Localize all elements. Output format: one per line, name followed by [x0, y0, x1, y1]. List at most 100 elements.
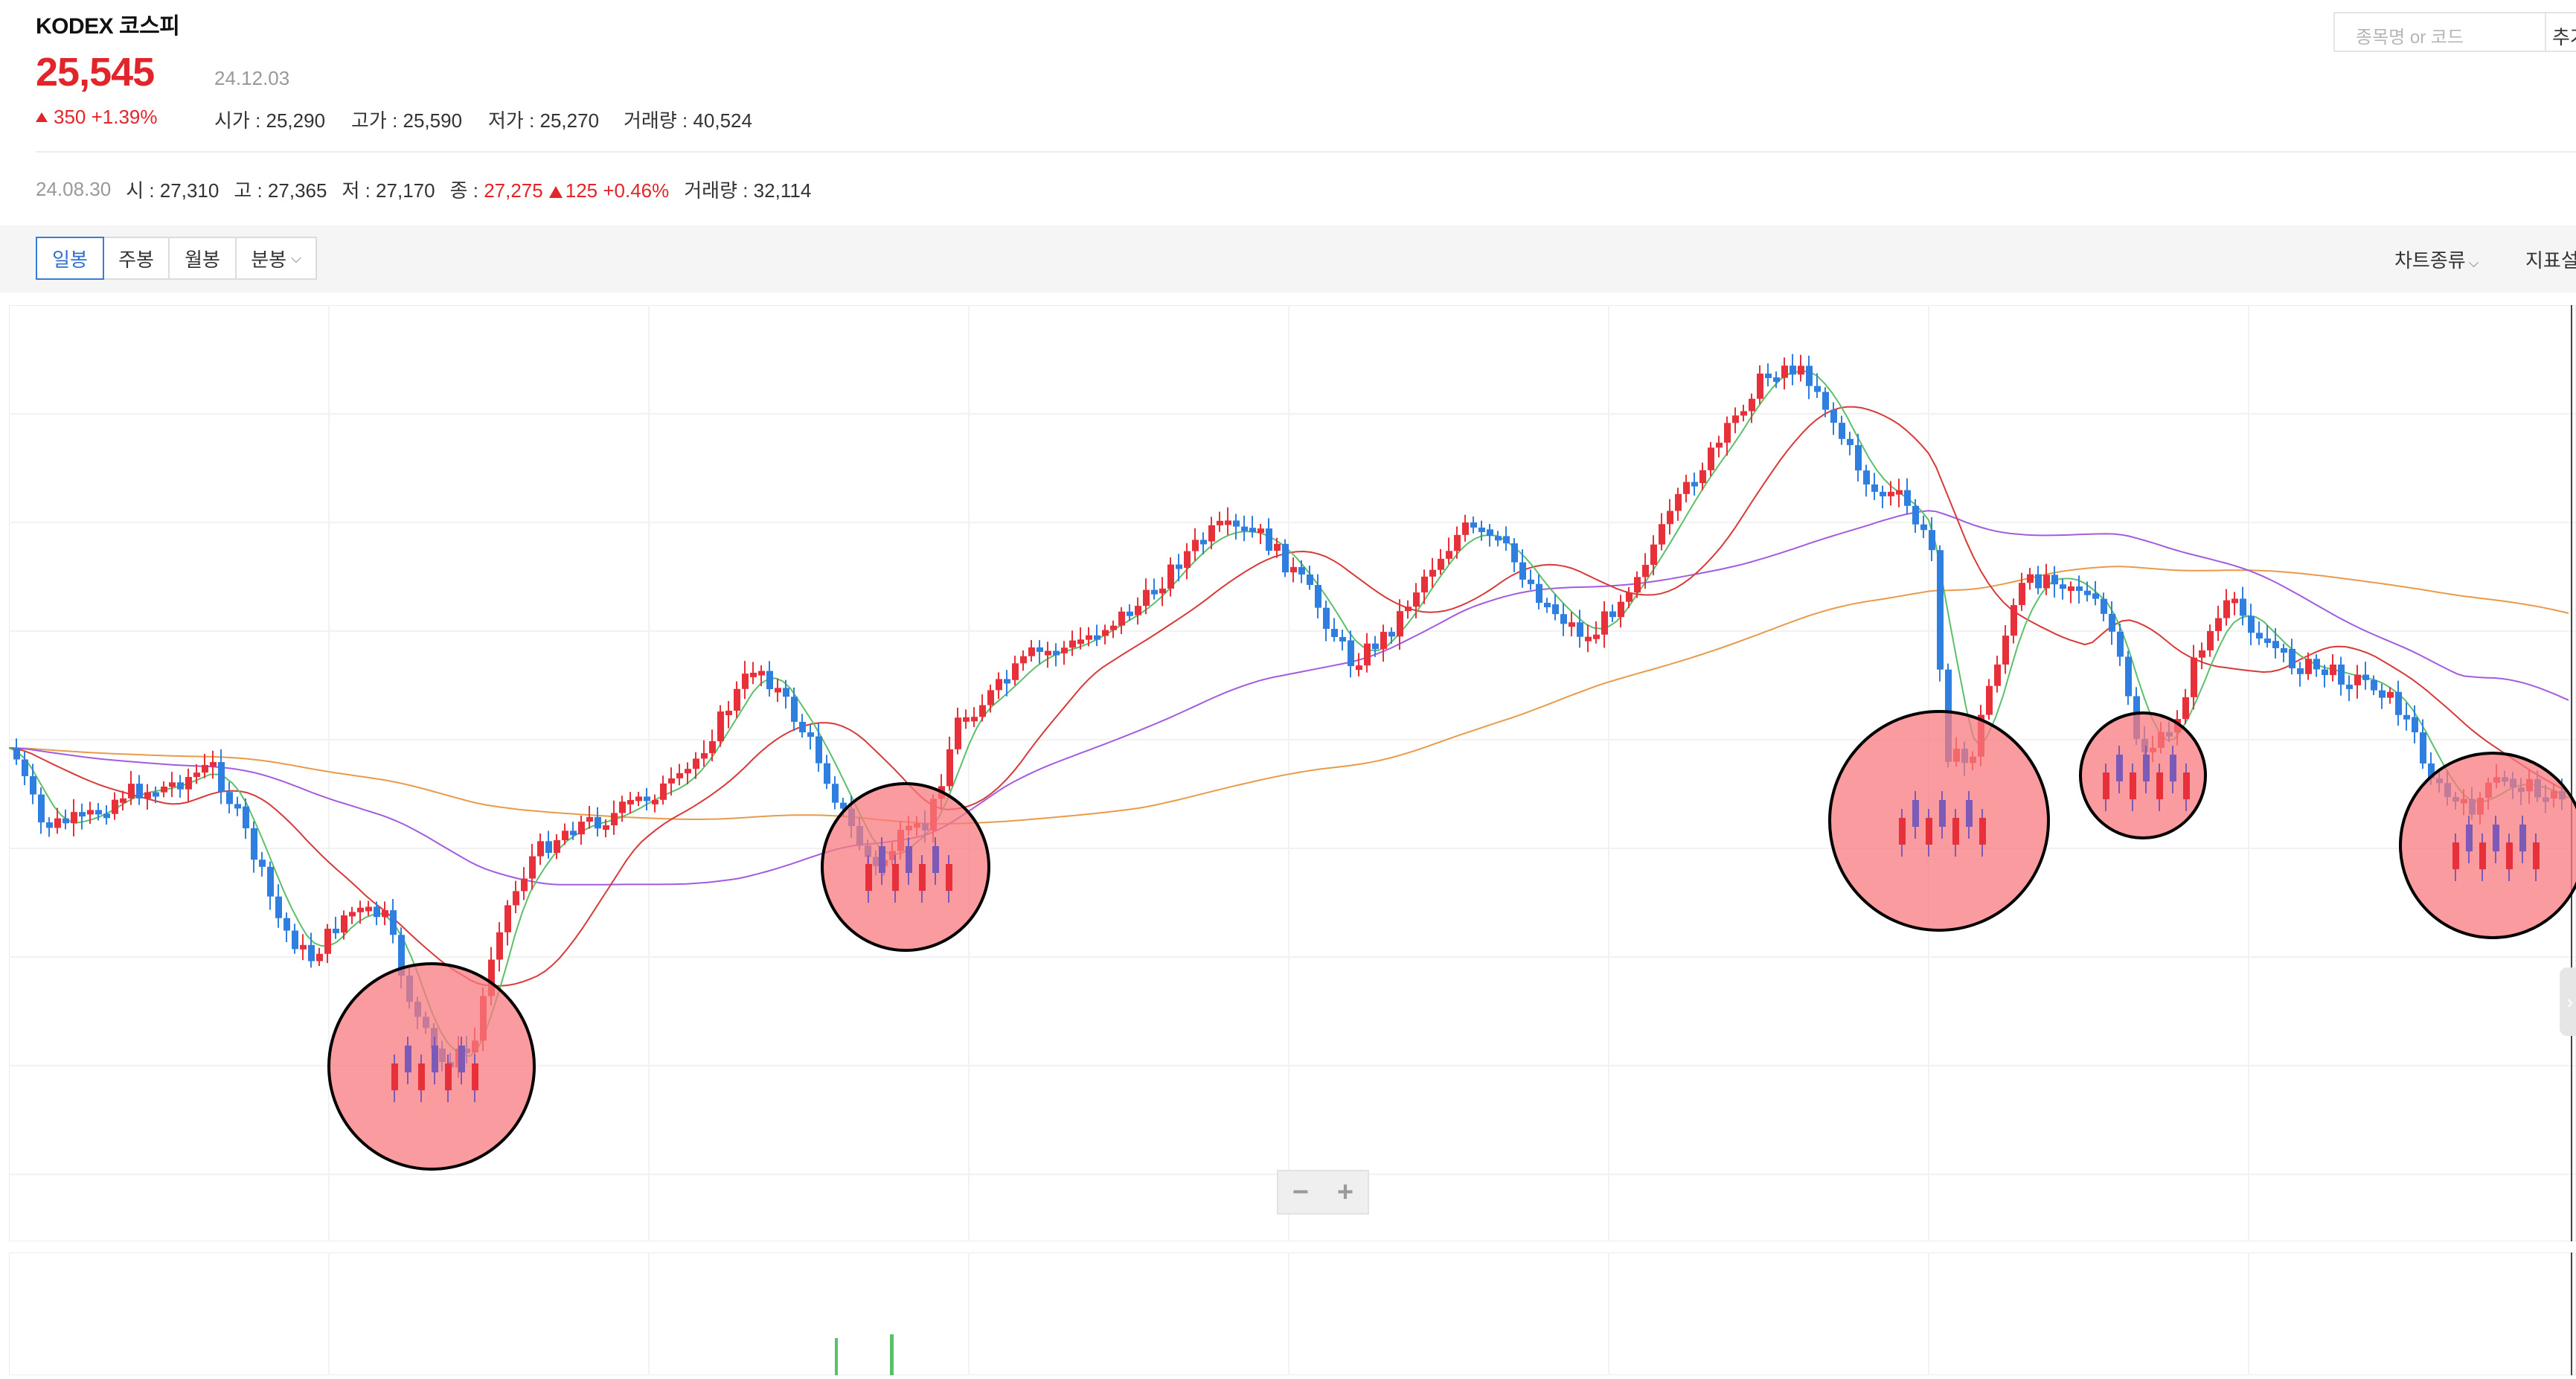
tab-weekly[interactable]: 주봉	[103, 237, 170, 280]
candle	[1939, 800, 1946, 827]
candle	[267, 866, 274, 897]
candle	[996, 679, 1002, 691]
candle	[1012, 663, 1019, 680]
candle	[2272, 641, 2279, 648]
candle	[1208, 525, 1215, 542]
candlestick-chart[interactable]	[8, 304, 2576, 1242]
candle	[1184, 551, 1191, 568]
tab-minute[interactable]: 분봉 ⌵	[235, 237, 317, 280]
candle	[1863, 470, 1870, 484]
candle	[398, 935, 405, 976]
candle	[2264, 638, 2271, 643]
candle	[1478, 527, 1485, 532]
candle	[357, 907, 364, 912]
tab-monthly[interactable]: 월봉	[168, 237, 237, 280]
candle	[2256, 633, 2263, 639]
candle	[2354, 674, 2361, 685]
candle	[2117, 631, 2124, 657]
candle	[865, 864, 872, 891]
candle	[169, 782, 176, 787]
chevron-down-icon: ⌵	[291, 250, 301, 266]
tab-daily-label: 일봉	[52, 248, 88, 271]
zoom-out-button[interactable]: −	[1292, 1176, 1310, 1208]
candle	[1716, 442, 1723, 448]
candle	[513, 891, 519, 906]
candle	[2248, 615, 2255, 633]
candle	[2479, 842, 2486, 869]
zoom-in-button[interactable]: +	[1336, 1176, 1354, 1208]
candle	[892, 864, 899, 891]
candle	[1642, 564, 1649, 577]
volume-panel	[8, 1252, 2576, 1376]
indicator-settings-button[interactable]: 지표설정	[2525, 246, 2576, 273]
candle	[63, 818, 69, 824]
candle	[390, 910, 397, 935]
candle	[603, 825, 609, 830]
candle	[218, 762, 225, 793]
candle	[955, 717, 961, 749]
candle	[2289, 648, 2295, 669]
candle	[472, 1063, 478, 1090]
stock-name: KODEX 코스피	[36, 14, 180, 39]
candle	[1307, 574, 1313, 586]
candle	[2183, 772, 2190, 799]
candle	[932, 846, 939, 873]
price-change-value: 350 +1.39%	[54, 106, 158, 128]
candle	[1438, 558, 1444, 570]
chart-type-dropdown[interactable]: 차트종류 ⌵	[2394, 246, 2479, 273]
candle	[1421, 576, 1428, 593]
candle	[2199, 650, 2205, 658]
candle	[2156, 772, 2163, 799]
candle	[2493, 825, 2499, 851]
candle	[783, 688, 789, 697]
candle	[775, 688, 781, 693]
search-input[interactable]: 종목명 or 코드	[2333, 12, 2546, 52]
candle	[545, 841, 552, 853]
candle	[300, 944, 307, 950]
candle	[1952, 818, 1959, 845]
candle	[1037, 647, 1043, 652]
candle	[1937, 550, 1944, 670]
candle	[2143, 755, 2150, 781]
candle	[2068, 586, 2074, 592]
candle	[308, 944, 315, 962]
candle	[2130, 772, 2136, 799]
add-button[interactable]: 추가	[2546, 12, 2576, 52]
candle	[1257, 528, 1264, 534]
candle	[2519, 825, 2526, 851]
candle	[521, 878, 528, 892]
candle	[2428, 763, 2435, 779]
candle	[1380, 632, 1387, 650]
candle	[161, 786, 167, 793]
candle	[1274, 543, 1281, 551]
candle	[2466, 825, 2473, 851]
open-price: 시가 : 25,290	[214, 109, 326, 132]
candle	[1609, 611, 1616, 618]
candle	[1282, 543, 1289, 573]
candle	[136, 784, 143, 799]
candle	[2420, 732, 2426, 764]
candle	[537, 841, 544, 857]
chevron-right-icon[interactable]: ›	[2560, 967, 2576, 1036]
up-triangle-icon	[36, 112, 48, 122]
candle	[2395, 691, 2402, 715]
chart-type-label: 차트종류	[2394, 249, 2466, 272]
candle	[832, 784, 839, 803]
price-chart[interactable]	[8, 304, 2576, 1242]
candle	[324, 928, 331, 954]
candle	[2060, 584, 2066, 589]
candle	[234, 804, 241, 809]
candle	[38, 794, 45, 823]
candle	[488, 959, 495, 996]
candle	[374, 906, 380, 918]
candle	[1241, 526, 1248, 531]
volume-bar	[890, 1334, 894, 1375]
candle	[2092, 593, 2099, 599]
candle	[1143, 589, 1150, 607]
candle	[71, 812, 77, 824]
candle	[496, 932, 503, 960]
candle	[1749, 398, 1755, 412]
tab-daily[interactable]: 일봉	[36, 237, 104, 280]
candle	[2533, 842, 2540, 869]
candle	[1708, 447, 1714, 470]
